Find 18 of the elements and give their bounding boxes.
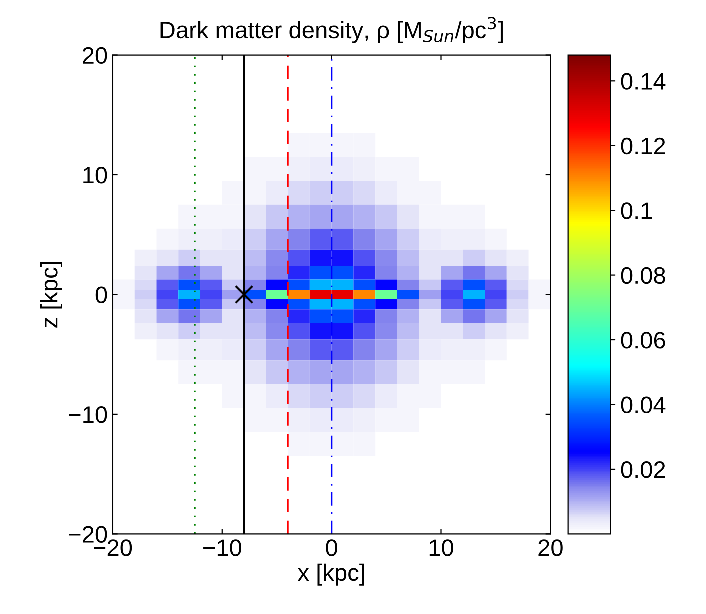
color-bar-label: 0.14 [621,73,666,90]
color-bar-label: 0.04 [621,396,666,414]
color-bar-label: 0.12 [621,138,666,155]
x-tick-label: 20 [538,540,563,556]
color-bar-label: 0.06 [621,332,666,349]
x-tick-label: 0 [326,540,338,556]
y-tick-label: 20 [83,47,108,64]
y-tick-label: 0 [96,286,108,304]
color-bar-label: 0.1 [621,202,652,220]
x-tick-label: −10 [204,540,242,556]
x-tick-label: 10 [430,540,454,556]
y-tick-label: 10 [84,167,108,184]
y-axis-title: z [kpc] [40,262,62,328]
color-bar-label: 0.08 [621,267,666,284]
x-axis-title: x [kpc] [298,564,364,586]
y-tick-label: −10 [69,406,108,424]
color-bar-label: 0.02 [621,462,666,478]
chart-title: Dark matter density, ρ [M$_{Sun}$/pc$^{3}$] [160,17,503,44]
